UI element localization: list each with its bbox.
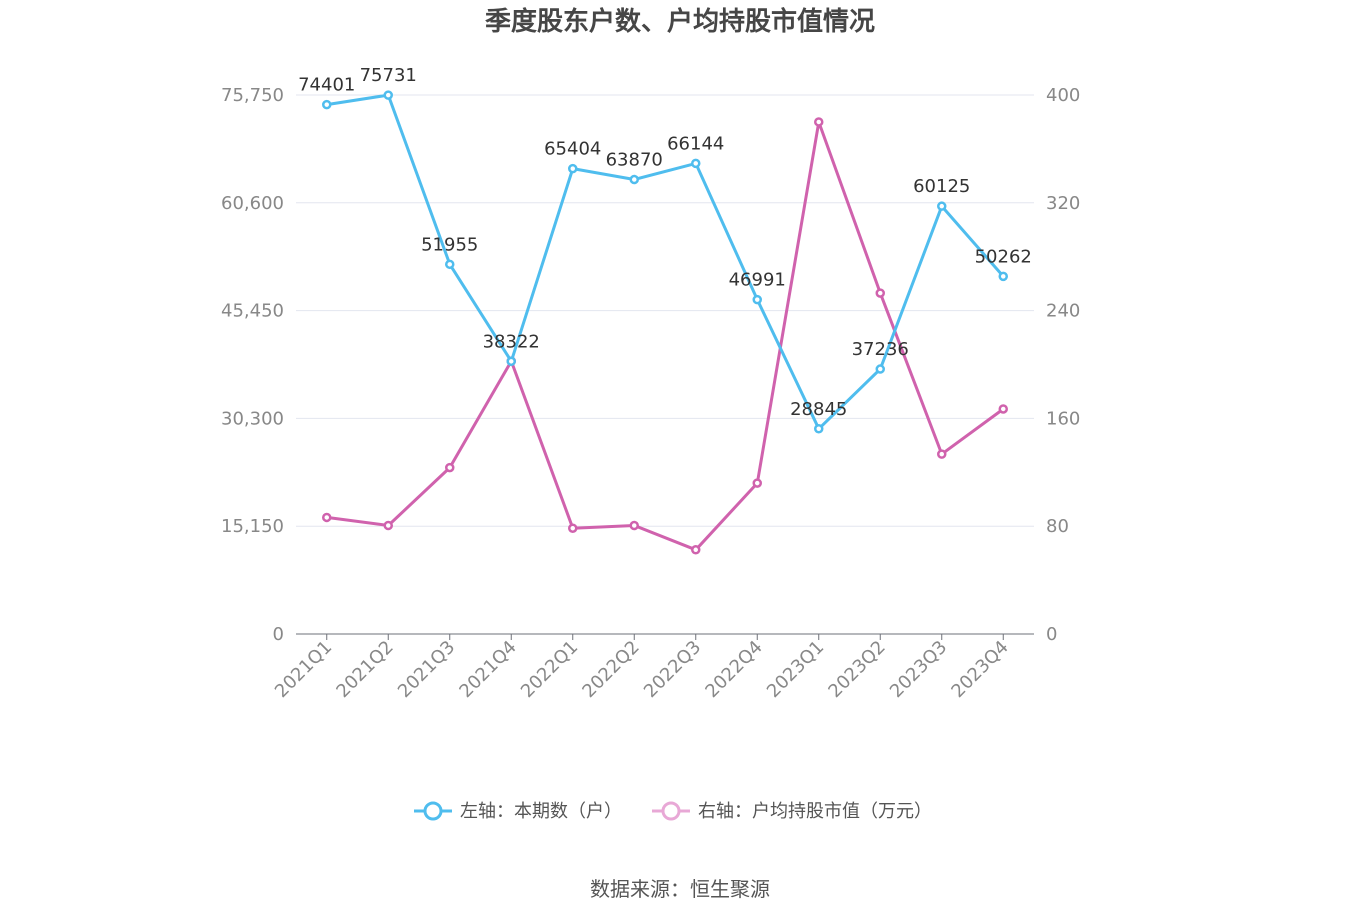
data-point-series-1[interactable] — [322, 99, 332, 110]
right-tick-label: 320 — [1046, 193, 1080, 214]
data-point-series-2[interactable] — [875, 288, 885, 298]
data-label: 38322 — [483, 331, 540, 352]
gridlines — [296, 94, 1034, 527]
x-tick-label: 2021Q1 — [271, 637, 336, 702]
data-point-series-1[interactable] — [568, 163, 578, 174]
data-point-series-1[interactable] — [875, 364, 885, 374]
left-tick-label: 60,600 — [221, 193, 284, 214]
data-point-series-1[interactable] — [814, 424, 824, 434]
legend-label-series-1: 左轴：本期数（户） — [460, 801, 622, 822]
data-point-series-2[interactable] — [322, 512, 332, 523]
right-tick-label: 240 — [1046, 301, 1080, 322]
left-tick-label: 45,450 — [221, 301, 284, 322]
data-label: 60125 — [913, 176, 970, 197]
x-tick-label: 2021Q2 — [332, 637, 397, 702]
x-tick-label: 2022Q2 — [578, 637, 643, 702]
legend-marker-series-1 — [423, 801, 443, 821]
data-label: 66144 — [667, 133, 724, 154]
x-tick-label: 2023Q3 — [886, 637, 951, 702]
source-note: 数据来源：恒生聚源 — [590, 877, 770, 901]
x-tick-label: 2023Q2 — [824, 637, 889, 702]
chart-title: 季度股东户数、户均持股市值情况 — [485, 6, 875, 37]
data-label: 50262 — [975, 246, 1032, 267]
right-tick-label: 160 — [1046, 408, 1080, 429]
data-label: 28845 — [790, 399, 847, 420]
left-tick-label: 0 — [273, 624, 284, 645]
data-point-series-1[interactable] — [691, 158, 701, 169]
left-axis-ticks: 0 15,150 30,300 45,450 60,600 75,750 — [221, 85, 284, 645]
data-label: 51955 — [421, 234, 478, 255]
data-label: 63870 — [606, 150, 663, 171]
x-tick-label: 2023Q1 — [763, 637, 828, 702]
data-point-series-2[interactable] — [445, 462, 455, 473]
data-point-series-1[interactable] — [506, 356, 516, 367]
series-line-2 — [326, 120, 1005, 552]
x-tick-label: 2022Q3 — [640, 637, 705, 702]
x-axis: 2021Q12021Q22021Q32021Q42022Q12022Q22022… — [271, 633, 1034, 702]
data-point-series-1[interactable] — [629, 174, 639, 185]
data-label: 75731 — [360, 65, 417, 86]
left-tick-label: 75,750 — [221, 85, 284, 106]
data-point-series-2[interactable] — [383, 520, 393, 531]
right-tick-label: 0 — [1046, 624, 1057, 645]
x-tick-label: 2022Q1 — [517, 637, 582, 702]
data-point-series-2[interactable] — [752, 478, 762, 488]
legend: 左轴：本期数（户） 右轴：户均持股市值（万元） — [414, 801, 932, 822]
x-tick-label: 2022Q4 — [701, 637, 766, 702]
left-tick-label: 30,300 — [221, 408, 284, 429]
data-point-series-2[interactable] — [998, 404, 1008, 414]
data-label: 46991 — [729, 270, 786, 291]
right-tick-label: 400 — [1046, 85, 1080, 106]
left-tick-label: 15,150 — [221, 516, 284, 537]
data-point-series-2[interactable] — [691, 545, 701, 555]
right-tick-label: 80 — [1046, 516, 1069, 537]
data-point-series-2[interactable] — [937, 449, 947, 459]
data-point-series-1[interactable] — [445, 259, 455, 270]
series-line-1 — [326, 93, 1005, 431]
data-point-series-1[interactable] — [752, 294, 762, 305]
x-tick-label: 2021Q3 — [394, 637, 459, 702]
data-point-series-1[interactable] — [937, 201, 947, 211]
data-label: 74401 — [298, 75, 355, 96]
data-point-series-2[interactable] — [629, 520, 639, 531]
legend-item-series-1[interactable]: 左轴：本期数（户） — [414, 801, 622, 822]
data-label: 37236 — [852, 339, 909, 360]
legend-label-series-2: 右轴：户均持股市值（万元） — [698, 801, 932, 822]
legend-marker-series-2 — [661, 801, 681, 821]
data-label: 65404 — [544, 139, 601, 160]
x-tick-label: 2023Q4 — [947, 637, 1012, 702]
legend-item-series-2[interactable]: 右轴：户均持股市值（万元） — [652, 801, 932, 822]
right-axis-ticks: 0 80 160 240 320 400 — [1046, 85, 1080, 645]
data-point-series-1[interactable] — [383, 90, 393, 100]
series-layer — [322, 90, 1008, 555]
data-point-series-2[interactable] — [814, 117, 824, 127]
x-tick-label: 2021Q4 — [455, 637, 520, 702]
data-point-series-2[interactable] — [568, 523, 578, 533]
data-point-series-1[interactable] — [998, 271, 1008, 282]
